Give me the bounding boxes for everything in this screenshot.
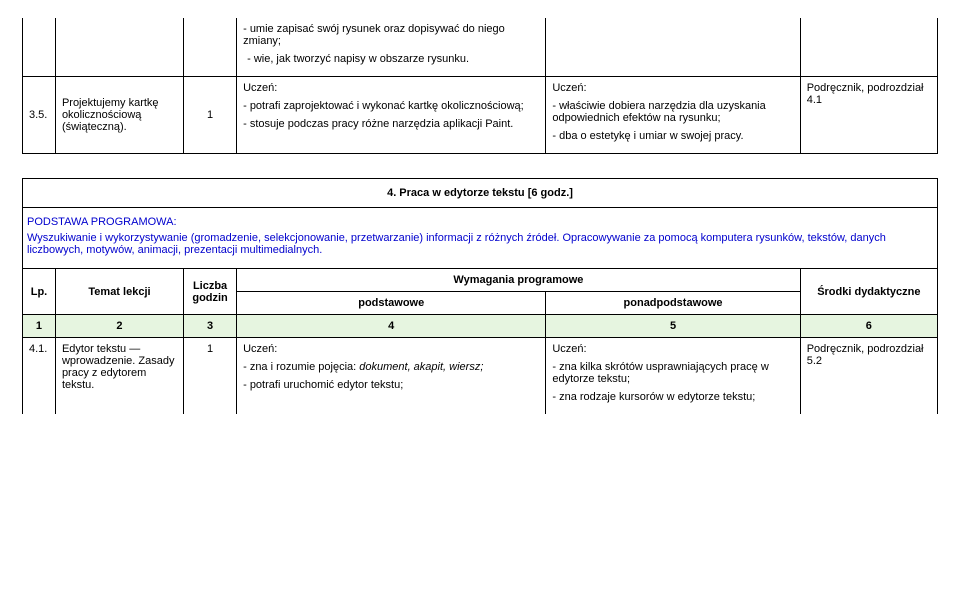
cell-text: - dba o estetykę i umiar w swojej pracy. bbox=[552, 130, 793, 142]
cell-text: Uczeń: bbox=[552, 343, 793, 355]
number-row: 1 2 3 4 5 6 bbox=[23, 315, 938, 338]
cell-srodki: Podręcznik, podrozdział 5.2 bbox=[800, 338, 937, 415]
hdr-pod: podstawowe bbox=[237, 292, 546, 315]
cell-text: Uczeń: bbox=[243, 82, 539, 94]
table-row: 3.5. Projektujemy kartkę okolicznościową… bbox=[23, 77, 938, 154]
podstawa-row: PODSTAWA PROGRAMOWA: Wyszukiwanie i wyko… bbox=[23, 208, 938, 269]
hdr-srodki: Środki dydaktyczne bbox=[800, 269, 937, 315]
cell-lp: 4.1. bbox=[23, 338, 56, 415]
cell-lp: 3.5. bbox=[23, 77, 56, 154]
table-section-3: - umie zapisać swój rysunek oraz dopisyw… bbox=[22, 18, 938, 154]
colnum: 4 bbox=[237, 315, 546, 338]
table-row: - umie zapisać swój rysunek oraz dopisyw… bbox=[23, 18, 938, 77]
cell-text: - zna kilka skrótów usprawniających prac… bbox=[552, 361, 793, 385]
cell-text: - potrafi uruchomić edytor tekstu; bbox=[243, 379, 539, 391]
cell-text: - umie zapisać swój rysunek oraz dopisyw… bbox=[243, 23, 539, 47]
podstawa-header: PODSTAWA PROGRAMOWA: bbox=[27, 216, 933, 228]
cell-temat: Edytor tekstu — wprowadzenie. Zasady pra… bbox=[55, 338, 183, 415]
cell-text: Uczeń: bbox=[243, 343, 539, 355]
hdr-wym: Wymagania programowe bbox=[237, 269, 801, 292]
hdr-liczba: Liczba godzin bbox=[184, 269, 237, 315]
hdr-ponad: ponadpodstawowe bbox=[546, 292, 800, 315]
cell-srodki: Podręcznik, podrozdział 4.1 bbox=[800, 77, 937, 154]
cell-temat: Projektujemy kartkę okolicznościową (świ… bbox=[55, 77, 183, 154]
cell-text: - wie, jak tworzyć napisy w obszarze rys… bbox=[243, 53, 539, 65]
cell-text: Uczeń: bbox=[552, 82, 793, 94]
colnum: 2 bbox=[55, 315, 183, 338]
cell-text: - potrafi zaprojektować i wykonać kartkę… bbox=[243, 100, 539, 112]
section-title: 4. Praca w edytorze tekstu [6 godz.] bbox=[23, 179, 938, 208]
colnum: 1 bbox=[23, 315, 56, 338]
header-row: Lp. Temat lekcji Liczba godzin Wymagania… bbox=[23, 269, 938, 292]
cell-text: - stosuje podczas pracy różne narzędzia … bbox=[243, 118, 539, 130]
section-title-row: 4. Praca w edytorze tekstu [6 godz.] bbox=[23, 179, 938, 208]
colnum: 5 bbox=[546, 315, 800, 338]
cell-liczba: 1 bbox=[184, 338, 237, 415]
hdr-lp: Lp. bbox=[23, 269, 56, 315]
table-section-4: 4. Praca w edytorze tekstu [6 godz.] POD… bbox=[22, 178, 938, 414]
colnum: 6 bbox=[800, 315, 937, 338]
cell-text: - właściwie dobiera narzędzia dla uzyska… bbox=[552, 100, 793, 124]
cell-text: - zna rodzaje kursorów w edytorze tekstu… bbox=[552, 391, 793, 403]
cell-text-italic: dokument, akapit, wiersz; bbox=[359, 361, 483, 373]
podstawa-text: Wyszukiwanie i wykorzystywanie (gromadze… bbox=[27, 232, 933, 256]
hdr-temat: Temat lekcji bbox=[55, 269, 183, 315]
table-row: 4.1. Edytor tekstu — wprowadzenie. Zasad… bbox=[23, 338, 938, 415]
cell-liczba: 1 bbox=[184, 77, 237, 154]
cell-text: - zna i rozumie pojęcia: dokument, akapi… bbox=[243, 361, 539, 373]
colnum: 3 bbox=[184, 315, 237, 338]
cell-text-part: - zna i rozumie pojęcia: bbox=[243, 361, 359, 373]
